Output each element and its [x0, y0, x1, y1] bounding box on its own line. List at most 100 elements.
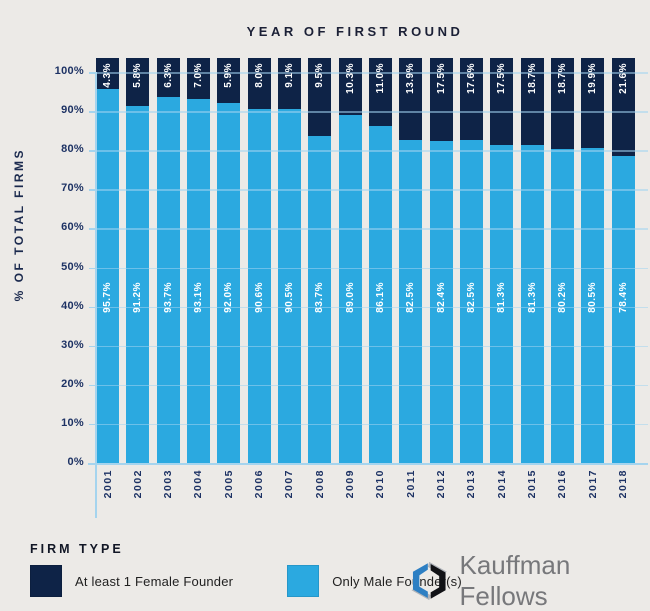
x-tick-wrap-2002: 2002	[126, 469, 149, 498]
x-tick-label-2002: 2002	[131, 469, 144, 499]
gridline-80	[95, 150, 648, 152]
gridline-70	[95, 189, 648, 191]
bar-2001: 4.3% 95.7% 2001	[96, 58, 119, 498]
bar-2006: 8.0% 90.6% 2006	[247, 58, 271, 498]
y-tick-mark-20	[89, 384, 95, 387]
x-tick-label-2005: 2005	[222, 469, 235, 499]
segment-male-founder-2005	[217, 103, 241, 463]
y-tick-label-70: 70%	[61, 182, 84, 195]
x-tick-wrap-2007: 2007	[278, 469, 301, 498]
female-label-wrap-2013: 17.6%	[460, 63, 483, 94]
male-label-wrap-2016: 80.2%	[551, 262, 574, 332]
segment-male-founder-2014	[490, 145, 514, 463]
legend: FIRM TYPE At least 1 Female Founder Only…	[30, 542, 462, 597]
kauffman-fellows-logo-icon	[411, 561, 447, 601]
male-founder-value-2017: 80.5%	[587, 281, 599, 313]
legend-swatch-male-founder	[287, 565, 320, 597]
x-tick-label-2009: 2009	[344, 469, 357, 499]
x-tick-label-2003: 2003	[162, 469, 175, 499]
segment-female-founder-2015	[520, 58, 544, 146]
x-tick-label-2014: 2014	[495, 469, 508, 499]
x-tick-label-2011: 2011	[404, 469, 417, 498]
segment-female-founder-2007	[277, 58, 301, 110]
segment-female-founder-2012	[429, 58, 453, 141]
female-founder-value-2005: 5.9%	[223, 63, 235, 88]
male-founder-value-2008: 83.7%	[314, 281, 326, 313]
x-tick-wrap-2009: 2009	[339, 469, 362, 498]
female-label-wrap-2006: 8.0%	[248, 63, 271, 88]
female-label-wrap-2017: 19.9%	[581, 63, 604, 94]
y-tick-mark-70	[89, 189, 95, 191]
female-founder-value-2001: 4.3%	[102, 63, 113, 88]
y-tick-mark-80	[89, 150, 95, 152]
male-founder-value-2004: 93.1%	[192, 281, 204, 313]
male-label-wrap-2012: 82.4%	[430, 262, 453, 332]
male-founder-value-2018: 78.4%	[617, 281, 629, 313]
x-tick-label-2006: 2006	[253, 469, 266, 499]
female-label-wrap-2007: 9.1%	[278, 63, 301, 88]
y-tick-label-60: 60%	[61, 221, 84, 234]
y-tick-label-30: 30%	[61, 338, 84, 351]
male-label-wrap-2009: 89.0%	[339, 262, 362, 332]
male-founder-value-2002: 91.2%	[132, 281, 144, 313]
bar-2018: 21.6% 78.4% 2018	[611, 58, 635, 498]
male-label-wrap-2017: 80.5%	[581, 262, 604, 332]
segment-female-founder-2011	[399, 58, 423, 141]
bar-2002: 5.8% 91.2% 2002	[126, 58, 150, 498]
legend-title: FIRM TYPE	[30, 542, 124, 556]
female-founder-value-2009: 10.3%	[344, 63, 356, 94]
x-tick-wrap-2015: 2015	[521, 469, 544, 498]
female-founder-value-2011: 13.9%	[405, 63, 417, 94]
x-tick-wrap-2013: 2013	[460, 469, 483, 498]
male-label-wrap-2002: 91.2%	[126, 262, 149, 332]
segment-female-founder-2018	[611, 58, 635, 157]
female-label-wrap-2008: 9.5%	[308, 63, 331, 88]
female-founder-value-2014: 17.5%	[496, 63, 508, 94]
x-tick-wrap-2004: 2004	[187, 469, 210, 498]
segment-male-founder-2012	[429, 140, 453, 463]
bar-2010: 11.0% 86.1% 2010	[368, 58, 392, 498]
bar-2012: 17.5% 82.4% 2012	[429, 58, 453, 498]
x-tick-label-2001: 2001	[101, 469, 114, 499]
segment-female-founder-2010	[368, 58, 392, 127]
female-founder-value-2002: 5.8%	[132, 63, 144, 88]
x-tick-label-2016: 2016	[556, 469, 569, 499]
x-tick-wrap-2008: 2008	[308, 469, 331, 498]
bar-2016: 18.7% 80.2% 2016	[550, 58, 574, 498]
male-label-wrap-2003: 93.7%	[157, 262, 180, 332]
male-label-wrap-2011: 82.5%	[399, 262, 422, 332]
female-founder-value-2004: 7.0%	[192, 63, 204, 88]
x-tick-wrap-2014: 2014	[490, 469, 513, 498]
segment-male-founder-2013	[459, 140, 483, 463]
female-label-wrap-2018: 21.6%	[612, 63, 635, 94]
x-tick-label-2004: 2004	[192, 469, 205, 499]
kauffman-fellows-logo: Kauffman Fellows	[408, 550, 650, 611]
male-label-wrap-2010: 86.1%	[369, 262, 392, 332]
male-label-wrap-2015: 81.3%	[521, 262, 544, 332]
male-founder-value-2005: 92.0%	[223, 281, 235, 313]
segment-male-founder-2009	[338, 115, 362, 463]
y-tick-mark-40	[89, 306, 95, 309]
x-tick-wrap-2012: 2012	[430, 469, 453, 498]
bar-2003: 6.3% 93.7% 2003	[156, 58, 180, 498]
female-label-wrap-2001: 4.3%	[96, 63, 119, 88]
female-founder-value-2012: 17.5%	[435, 63, 447, 94]
male-founder-value-2001: 95.7%	[102, 281, 113, 313]
bar-2015: 18.7% 81.3% 2015	[520, 58, 544, 498]
male-founder-value-2003: 93.7%	[162, 281, 174, 313]
female-label-wrap-2010: 11.0%	[369, 63, 392, 93]
female-label-wrap-2015: 18.7%	[521, 63, 544, 94]
gridline-90	[95, 111, 648, 113]
segment-female-founder-2002	[126, 58, 150, 107]
x-tick-wrap-2017: 2017	[581, 469, 604, 498]
male-label-wrap-2004: 93.1%	[187, 262, 210, 332]
y-tick-label-90: 90%	[61, 104, 84, 117]
y-tick-label-50: 50%	[61, 260, 84, 273]
female-label-wrap-2003: 6.3%	[157, 63, 180, 88]
segment-male-founder-2011	[399, 140, 423, 463]
y-tick-mark-10	[89, 423, 95, 426]
segment-female-founder-2008	[308, 58, 332, 136]
segment-male-founder-2006	[247, 108, 271, 463]
male-founder-value-2013: 82.5%	[465, 281, 477, 313]
bar-2007: 9.1% 90.5% 2007	[277, 58, 301, 498]
